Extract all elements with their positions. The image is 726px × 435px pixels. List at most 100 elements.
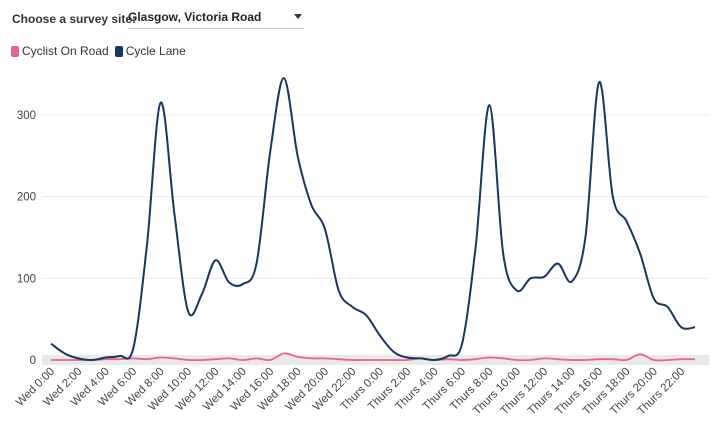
- data-point-cyclist-on-road: [158, 355, 164, 361]
- y-tick-label: 100: [17, 273, 36, 285]
- data-point-cycle-lane: [62, 350, 68, 356]
- data-point-cycle-lane: [363, 312, 369, 318]
- data-point-cycle-lane: [692, 324, 698, 330]
- data-point-cyclist-on-road: [349, 357, 355, 363]
- chart-legend: Cyclist On Road Cycle Lane: [11, 44, 192, 58]
- y-tick-label: 300: [17, 110, 36, 122]
- data-point-cycle-lane: [596, 79, 602, 85]
- data-point-cycle-lane: [349, 304, 355, 310]
- data-point-cyclist-on-road: [212, 356, 218, 362]
- data-point-cycle-lane: [678, 324, 684, 330]
- data-point-cycle-lane: [75, 355, 81, 361]
- data-point-cycle-lane: [459, 341, 465, 347]
- data-point-cycle-lane: [651, 296, 657, 302]
- series-line-cycle-lane: [50, 77, 696, 362]
- data-point-cyclist-on-road: [62, 357, 68, 363]
- series-line-cyclist-on-road: [51, 352, 696, 362]
- data-point-cyclist-on-road: [308, 355, 314, 361]
- data-point-cyclist-on-road: [199, 357, 205, 363]
- data-point-cyclist-on-road: [528, 357, 534, 363]
- data-point-cyclist-on-road: [582, 357, 588, 363]
- y-axis-ticks: 0 100 200 300: [17, 110, 36, 367]
- data-point-cycle-lane: [254, 261, 260, 267]
- legend-label-cycle-lane: Cycle Lane: [125, 44, 186, 58]
- data-point-cyclist-on-road: [281, 350, 287, 356]
- legend-swatch-on-road: [11, 45, 19, 57]
- data-point-cycle-lane: [336, 288, 342, 294]
- data-point-cycle-lane: [665, 304, 671, 310]
- data-point-cycle-lane: [473, 243, 479, 249]
- data-point-cyclist-on-road: [254, 355, 260, 361]
- data-point-cycle-lane: [623, 218, 629, 224]
- data-point-cycle-lane: [541, 274, 547, 280]
- data-point-cyclist-on-road: [596, 356, 602, 362]
- legend-item-on-road[interactable]: Cyclist On Road: [11, 44, 109, 58]
- data-point-cyclist-on-road: [610, 356, 616, 362]
- data-point-cyclist-on-road: [336, 356, 342, 362]
- data-point-cycle-lane: [185, 308, 191, 314]
- site-selector-bar: Choose a survey site:: [12, 8, 136, 30]
- data-point-cyclist-on-road: [171, 355, 177, 361]
- data-point-cycle-lane: [308, 202, 314, 208]
- data-point-cyclist-on-road: [48, 357, 54, 363]
- data-point-cycle-lane: [418, 355, 424, 361]
- data-point-cycle-lane: [391, 349, 397, 355]
- legend-label-on-road: Cyclist On Road: [22, 44, 109, 58]
- data-point-cyclist-on-road: [637, 351, 643, 357]
- y-tick-label: 200: [17, 192, 36, 204]
- data-point-cyclist-on-road: [665, 357, 671, 363]
- data-point-cycle-lane: [295, 153, 301, 159]
- data-point-cycle-lane: [514, 288, 520, 294]
- data-point-cyclist-on-road: [363, 357, 369, 363]
- data-point-cycle-lane: [158, 100, 164, 106]
- data-point-cycle-lane: [130, 346, 136, 352]
- data-point-cyclist-on-road: [555, 356, 561, 362]
- data-point-cycle-lane: [89, 357, 95, 363]
- data-point-cyclist-on-road: [185, 357, 191, 363]
- data-point-cyclist-on-road: [267, 357, 273, 363]
- data-point-cyclist-on-road: [692, 356, 698, 362]
- data-point-cycle-lane: [212, 257, 218, 263]
- data-point-cyclist-on-road: [569, 357, 575, 363]
- survey-site-dropdown[interactable]: Glasgow, Victoria Road: [128, 8, 304, 29]
- data-point-cycle-lane: [500, 251, 506, 257]
- data-point-cyclist-on-road: [391, 357, 397, 363]
- data-point-cycle-lane: [240, 281, 246, 287]
- data-point-cyclist-on-road: [678, 356, 684, 362]
- data-point-cycle-lane: [144, 243, 150, 249]
- data-point-cycle-lane: [377, 332, 383, 338]
- data-point-cyclist-on-road: [226, 355, 232, 361]
- data-point-cyclist-on-road: [322, 355, 328, 361]
- data-point-cycle-lane: [432, 357, 438, 363]
- data-point-cycle-lane: [555, 261, 561, 267]
- data-point-cyclist-on-road: [486, 355, 492, 361]
- data-point-cyclist-on-road: [459, 357, 465, 363]
- survey-site-value: Glasgow, Victoria Road: [128, 10, 262, 24]
- data-point-cyclist-on-road: [541, 355, 547, 361]
- data-point-cyclist-on-road: [377, 357, 383, 363]
- chevron-down-icon[interactable]: [294, 14, 302, 19]
- site-selector-label: Choose a survey site:: [12, 12, 137, 26]
- data-point-cycle-lane: [48, 341, 54, 347]
- data-point-cycle-lane: [226, 279, 232, 285]
- data-point-cycle-lane: [404, 355, 410, 361]
- data-point-cycle-lane: [267, 149, 273, 155]
- data-point-cyclist-on-road: [514, 357, 520, 363]
- legend-item-cycle-lane[interactable]: Cycle Lane: [114, 44, 186, 58]
- data-point-cycle-lane: [528, 275, 534, 281]
- data-point-cyclist-on-road: [240, 357, 246, 363]
- data-point-cycle-lane: [582, 234, 588, 240]
- data-point-cyclist-on-road: [144, 356, 150, 362]
- data-point-cycle-lane: [199, 292, 205, 298]
- data-point-cycle-lane: [637, 251, 643, 257]
- data-point-cycle-lane: [569, 279, 575, 285]
- data-point-cycle-lane: [281, 75, 287, 81]
- data-point-cycle-lane: [486, 102, 492, 108]
- data-point-cycle-lane: [171, 210, 177, 216]
- data-point-cyclist-on-road: [651, 357, 657, 363]
- data-point-cyclist-on-road: [473, 356, 479, 362]
- series-layer: [48, 75, 698, 363]
- data-point-cycle-lane: [103, 355, 109, 361]
